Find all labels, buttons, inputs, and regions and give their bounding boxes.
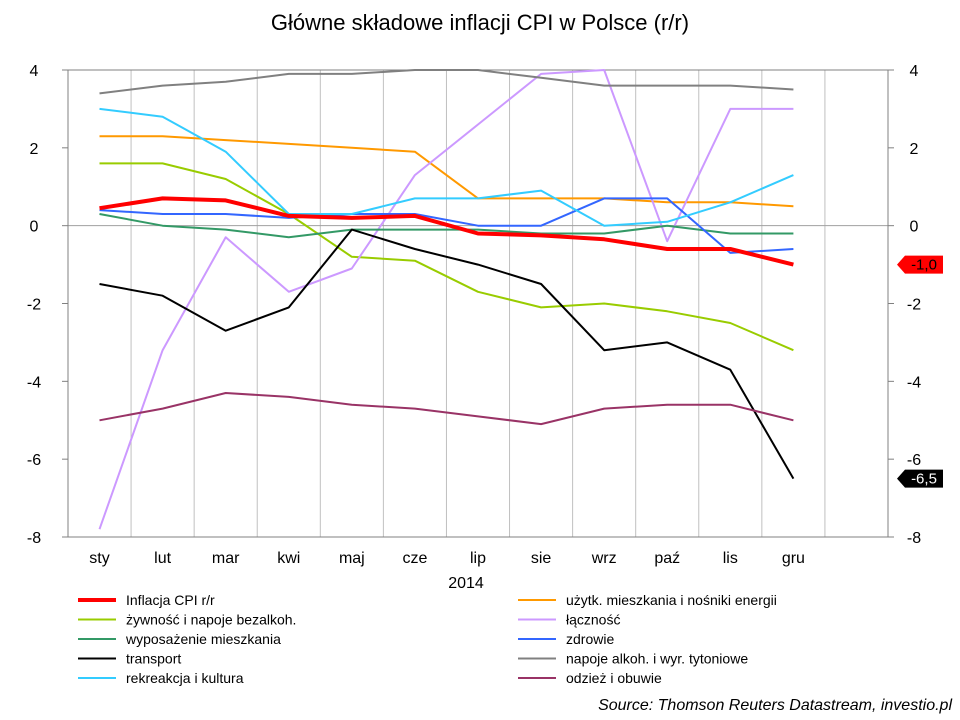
x-tick-label: maj <box>339 550 365 567</box>
legend-item: Inflacja CPI r/r <box>78 592 215 608</box>
legend-item: użytk. mieszkania i nośniki energii <box>518 592 777 608</box>
y-tick-label-right: -8 <box>907 530 921 547</box>
value-callout-label: -1,0 <box>911 257 937 274</box>
x-tick-label: sie <box>531 550 552 567</box>
x-axis-label: 2014 <box>448 575 484 592</box>
value-callout-marker <box>897 255 943 274</box>
y-tick-label-left: -4 <box>27 374 41 391</box>
x-tick-label: gru <box>782 550 805 567</box>
x-tick-label: wrz <box>591 550 617 567</box>
y-tick-label-right: -6 <box>907 452 921 469</box>
legend-item: odzież i obuwie <box>518 670 662 686</box>
x-tick-label: sty <box>89 550 109 567</box>
y-tick-label-left: 4 <box>30 63 39 80</box>
x-tick-label: kwi <box>277 550 300 567</box>
legend-label: wyposażenie mieszkania <box>125 631 281 647</box>
series-line-użytk-mieszkania-i-nośniki-energii <box>99 135 794 208</box>
legend-item: rekreakcja i kultura <box>78 670 244 686</box>
legend-item: wyposażenie mieszkania <box>78 631 281 647</box>
legend-label: zdrowie <box>566 631 614 647</box>
series-line-rekreakcja-i-kultura <box>99 107 794 227</box>
y-tick-label-right: 4 <box>910 63 919 80</box>
y-tick-label-left: 2 <box>30 141 39 158</box>
y-tick-label-left: 0 <box>30 219 39 236</box>
plot-frame <box>67 69 889 538</box>
series-line-inflacja-cpi-r-r <box>99 196 794 267</box>
legend-item: transport <box>78 651 181 667</box>
legend-item: zdrowie <box>518 631 614 647</box>
legend-label: żywność i napoje bezalkoh. <box>126 612 296 628</box>
legend: Inflacja CPI r/r użytk. mieszkania i nośn… <box>78 592 777 686</box>
legend-label: transport <box>126 651 181 667</box>
value-callout-marker <box>897 469 943 488</box>
y-tick-label-right: 2 <box>910 141 919 158</box>
source-note: Source: Thomson Reuters Datastream, inve… <box>598 697 952 714</box>
series-line-żywność-i-napoje-bezalkoh- <box>99 162 794 352</box>
x-tick-label: mar <box>212 550 240 567</box>
value-callout-label: -6,5 <box>911 471 937 488</box>
x-tick-label: cze <box>402 550 427 567</box>
x-tick-label: lis <box>723 550 738 567</box>
y-tick-label-left: -8 <box>27 530 41 547</box>
legend-item: napoje alkoh. i wyr. tytoniowe <box>518 651 748 667</box>
legend-label: odzież i obuwie <box>566 670 662 686</box>
legend-label: Inflacja CPI r/r <box>126 592 215 608</box>
x-tick-label: lip <box>470 550 486 567</box>
series-line-odzież-i-obuwie <box>99 392 794 426</box>
series-line-transport <box>99 228 795 480</box>
series-line-napoje-alkoh-i-wyr-tytoniowe <box>99 69 794 95</box>
legend-item: łączność <box>518 612 620 628</box>
y-tick-label-left: -6 <box>27 452 41 469</box>
plot-area: 4 4 2 2 0 0 -2 -2 -4 -4 -6 -6 -8 -8 sty lut mar kwi maj cze… <box>27 63 943 567</box>
legend-label: rekreakcja i kultura <box>126 670 244 686</box>
y-tick-label-left: -2 <box>27 297 41 314</box>
x-tick-label: lut <box>154 550 171 567</box>
legend-item: żywność i napoje bezalkoh. <box>78 612 296 628</box>
series-line-wyposażenie-mieszkania <box>99 213 794 239</box>
y-tick-label-right: 0 <box>910 219 919 236</box>
y-tick-label-right: -2 <box>907 297 921 314</box>
y-tick-label-right: -4 <box>907 374 921 391</box>
legend-label: użytk. mieszkania i nośniki energii <box>566 592 777 608</box>
legend-label: napoje alkoh. i wyr. tytoniowe <box>566 651 748 667</box>
legend-label: łączność <box>566 612 620 628</box>
series-line-zdrowie <box>99 197 794 254</box>
chart-title: Główne składowe inflacji CPI w Polsce (r… <box>271 10 689 35</box>
x-tick-label: paź <box>654 550 680 567</box>
